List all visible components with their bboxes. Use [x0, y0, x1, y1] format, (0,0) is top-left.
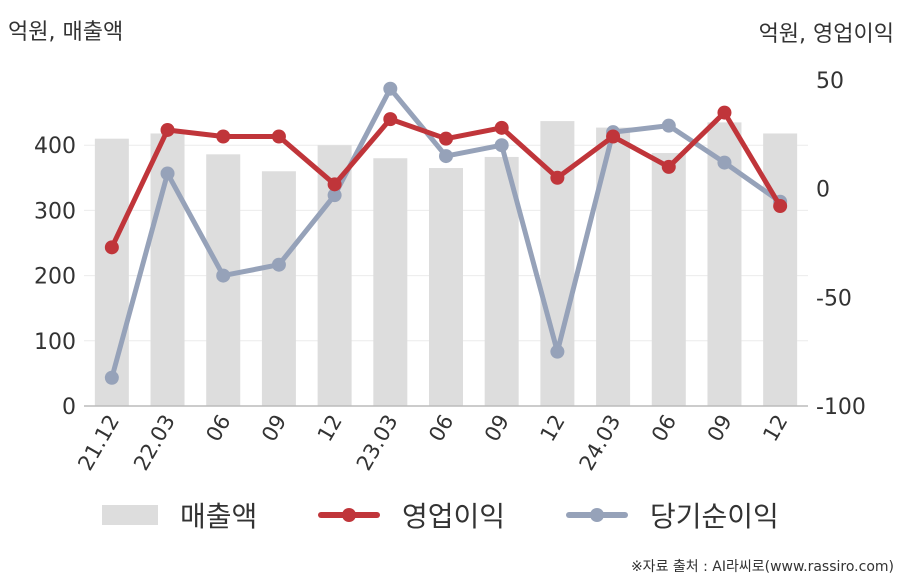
point-operating-profit: [773, 199, 788, 214]
x-tick-label: 06: [647, 411, 681, 446]
bar: [484, 156, 519, 406]
legend-swatch-operating-profit: [318, 505, 380, 525]
point-net-income: [550, 344, 565, 359]
right-tick-label: 0: [816, 178, 830, 203]
legend-label-net-income: 당기순이익: [650, 500, 779, 533]
bar: [261, 171, 296, 406]
left-tick-label: 300: [34, 199, 76, 224]
point-operating-profit: [160, 122, 175, 137]
point-net-income: [383, 81, 398, 96]
point-operating-profit: [104, 240, 119, 255]
legend: 매출액 영업이익 당기순이익: [0, 490, 908, 540]
point-net-income: [494, 138, 509, 153]
right-axis-unit: 억원, 영업이익: [758, 22, 894, 47]
x-tick-label: 12: [313, 411, 347, 446]
legend-item-operating-profit: 영업이익: [318, 490, 505, 540]
point-operating-profit: [216, 129, 231, 144]
legend-label-revenue: 매출액: [180, 500, 258, 533]
bar: [763, 133, 798, 407]
right-tick-label: 50: [816, 69, 844, 94]
x-tick-label: 06: [424, 411, 458, 446]
legend-swatch-revenue: [102, 505, 158, 525]
point-operating-profit: [661, 159, 676, 174]
legend-label-operating-profit: 영업이익: [402, 500, 506, 533]
point-net-income: [661, 118, 676, 133]
point-operating-profit: [327, 177, 342, 192]
left-tick-label: 400: [34, 134, 76, 159]
legend-swatch-net-income: [566, 505, 628, 525]
right-tick-label: -100: [816, 395, 866, 420]
x-tick-label: 23.03: [352, 411, 403, 475]
x-tick-label: 09: [480, 411, 514, 446]
right-tick-label: -50: [816, 286, 852, 311]
point-operating-profit: [494, 120, 509, 135]
legend-item-net-income: 당기순이익: [566, 490, 779, 540]
bar: [94, 138, 129, 406]
x-tick-label: 09: [257, 411, 291, 446]
left-tick-label: 100: [34, 330, 76, 355]
point-net-income: [717, 155, 732, 170]
point-net-income: [104, 370, 119, 385]
x-tick-label: 06: [201, 411, 235, 446]
point-operating-profit: [606, 129, 621, 144]
bar: [373, 158, 408, 406]
x-tick-label: 21.12: [73, 411, 124, 475]
bar: [651, 153, 686, 406]
x-tick-label: 24.03: [575, 411, 626, 475]
point-operating-profit: [439, 131, 453, 146]
left-tick-label: 200: [34, 265, 76, 290]
point-operating-profit: [550, 170, 565, 185]
point-net-income: [271, 257, 286, 272]
source-credit: ※자료 출처 : AI라씨로(www.rassiro.com): [630, 559, 894, 575]
point-operating-profit: [271, 129, 286, 144]
bar: [429, 168, 463, 406]
x-tick-label: 22.03: [129, 411, 180, 475]
x-tick-label: 12: [758, 411, 792, 446]
point-operating-profit: [383, 112, 398, 127]
left-tick-label: 0: [62, 395, 76, 420]
x-tick-label: 12: [536, 411, 570, 446]
x-tick-label: 09: [703, 411, 737, 446]
left-axis-unit: 억원, 매출액: [8, 20, 124, 45]
point-net-income: [216, 268, 231, 283]
point-operating-profit: [717, 105, 732, 120]
point-net-income: [439, 149, 453, 164]
point-net-income: [327, 188, 342, 203]
legend-item-revenue: 매출액: [102, 490, 257, 540]
point-net-income: [160, 166, 175, 181]
